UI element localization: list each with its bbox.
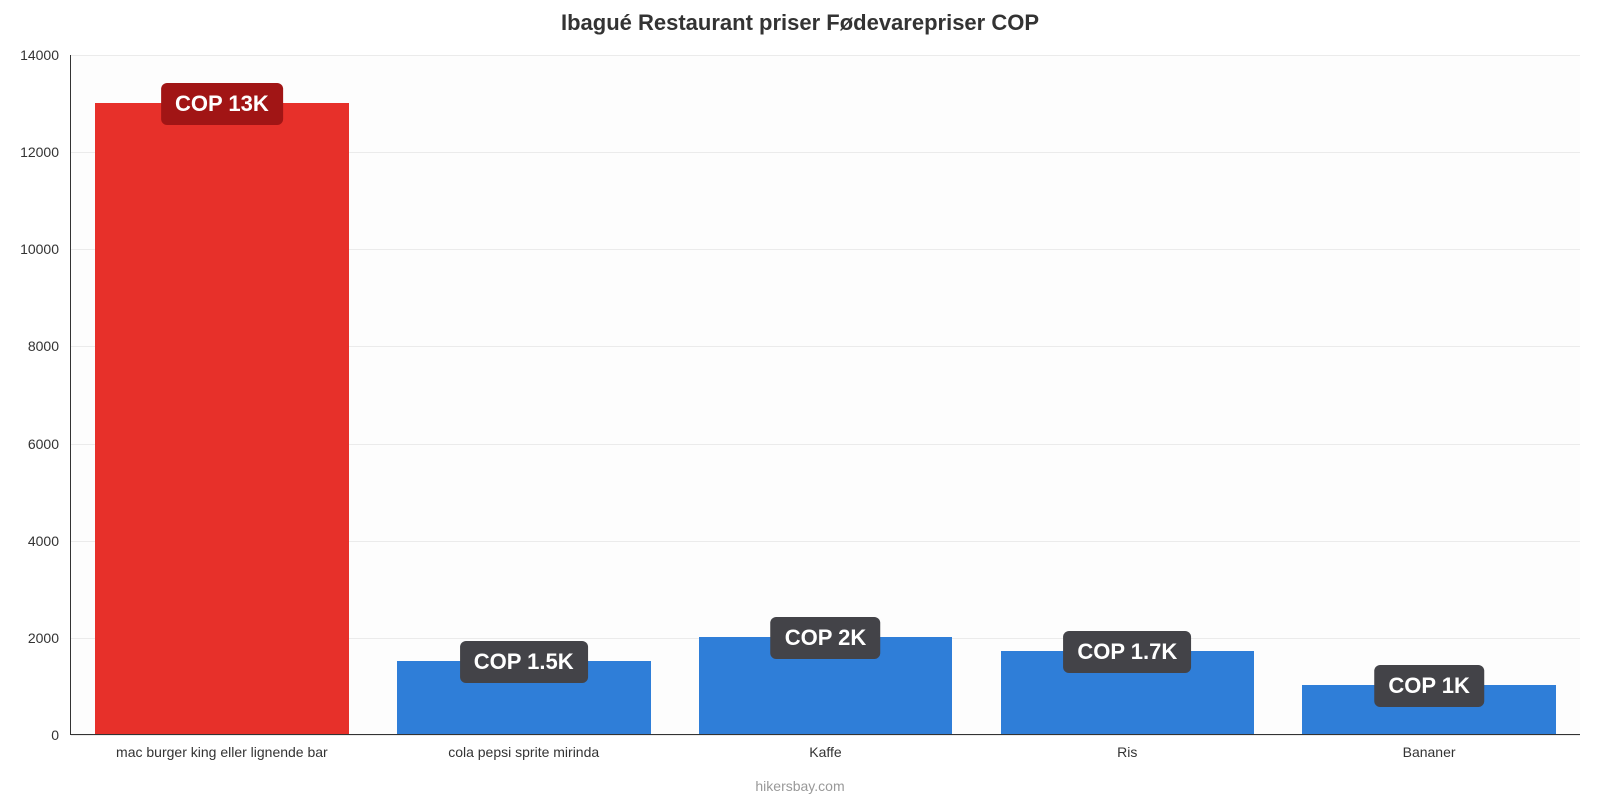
y-tick-label: 0 — [51, 727, 59, 743]
y-tick-label: 6000 — [28, 436, 59, 452]
bar-slot: COP 13Kmac burger king eller lignende ba… — [71, 55, 373, 734]
y-tick-label: 4000 — [28, 533, 59, 549]
x-category-label: Kaffe — [809, 744, 841, 760]
plot-area: 02000400060008000100001200014000 COP 13K… — [70, 55, 1580, 735]
y-tick-label: 2000 — [28, 630, 59, 646]
bar-slot: COP 1.5Kcola pepsi sprite mirinda — [373, 55, 675, 734]
bar — [95, 103, 349, 734]
bar-slot: COP 2KKaffe — [675, 55, 977, 734]
attribution-text: hikersbay.com — [0, 778, 1600, 794]
x-category-label: Ris — [1117, 744, 1137, 760]
x-category-label: Bananer — [1403, 744, 1456, 760]
y-tick-label: 10000 — [20, 241, 59, 257]
gridline — [71, 735, 1580, 736]
value-badge: COP 1K — [1374, 665, 1484, 707]
y-tick-label: 12000 — [20, 144, 59, 160]
value-badge: COP 13K — [161, 83, 283, 125]
bar-slot: COP 1KBananer — [1278, 55, 1580, 734]
value-badge: COP 2K — [771, 617, 881, 659]
chart-title: Ibagué Restaurant priser Fødevarepriser … — [0, 10, 1600, 36]
value-badge: COP 1.7K — [1063, 631, 1191, 673]
y-tick-label: 8000 — [28, 338, 59, 354]
y-tick-label: 14000 — [20, 47, 59, 63]
chart-container: Ibagué Restaurant priser Fødevarepriser … — [0, 0, 1600, 800]
x-category-label: mac burger king eller lignende bar — [116, 744, 328, 760]
value-badge: COP 1.5K — [460, 641, 588, 683]
bar-slot: COP 1.7KRis — [976, 55, 1278, 734]
x-category-label: cola pepsi sprite mirinda — [448, 744, 599, 760]
bars-row: COP 13Kmac burger king eller lignende ba… — [71, 55, 1580, 734]
